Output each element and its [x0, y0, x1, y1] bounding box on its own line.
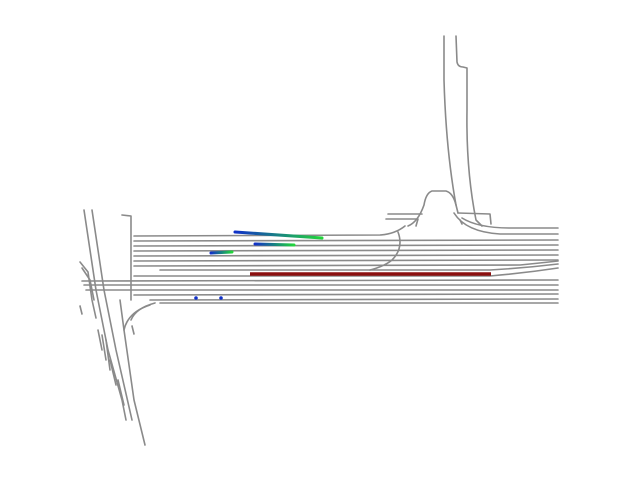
- lane-line: [385, 218, 419, 227]
- lane-boundary: [121, 214, 132, 301]
- lane-line: [443, 35, 457, 206]
- agent-trajectory: [209, 250, 234, 255]
- lane-line: [133, 260, 559, 267]
- lane-line: [131, 325, 135, 335]
- agent-trajectory: [253, 242, 296, 247]
- lane-line: [133, 244, 559, 247]
- lane-line: [455, 35, 483, 227]
- lane-line: [79, 261, 97, 319]
- lane-line: [133, 249, 559, 252]
- lane-line: [109, 359, 117, 386]
- lane-line: [159, 263, 559, 271]
- lane-line: [105, 339, 111, 371]
- road-lanes: [79, 35, 559, 446]
- lane-line: [407, 190, 459, 227]
- agent-point: [194, 296, 198, 300]
- lane-line: [149, 298, 559, 301]
- lane-line: [91, 209, 133, 421]
- lane-line: [133, 239, 559, 242]
- agent-point: [219, 296, 223, 300]
- lane-line: [133, 293, 559, 296]
- lane-line: [101, 334, 107, 361]
- lane-line: [369, 231, 401, 271]
- lane-line: [133, 225, 406, 237]
- lane-boundary: [130, 302, 156, 321]
- lane-line: [117, 379, 125, 406]
- lane-line: [97, 329, 103, 351]
- lane-line: [81, 267, 95, 301]
- lane-line: [119, 299, 146, 446]
- lane-line: [457, 212, 492, 225]
- agent-trajectories: [170, 230, 324, 306]
- lane-line: [453, 212, 559, 235]
- lane-line: [133, 259, 559, 262]
- agent-trajectory: [233, 230, 324, 240]
- lane-line: [79, 305, 83, 315]
- lane-line: [459, 219, 463, 225]
- lane-line: [133, 254, 559, 257]
- lane-line: [461, 217, 559, 229]
- lane-line: [81, 279, 559, 282]
- lane-boundary: [123, 304, 151, 331]
- lane-line: [133, 267, 559, 277]
